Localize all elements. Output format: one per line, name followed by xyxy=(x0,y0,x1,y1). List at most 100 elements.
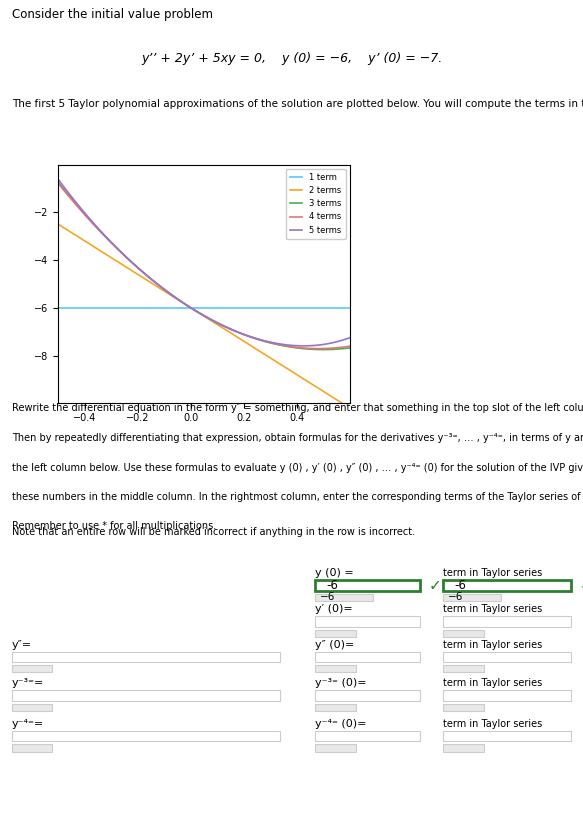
Line: 3 terms: 3 terms xyxy=(58,183,350,350)
FancyBboxPatch shape xyxy=(315,630,356,637)
Text: −6: −6 xyxy=(448,593,463,602)
4 terms xyxy=(346,342,353,351)
1 term xyxy=(229,303,236,313)
Text: -6: -6 xyxy=(455,579,466,592)
Text: Remember to use * for all multiplications.: Remember to use * for all multiplication… xyxy=(12,521,216,531)
Text: y″ (0)=: y″ (0)= xyxy=(315,639,354,649)
Legend: 1 term, 2 terms, 3 terms, 4 terms, 5 terms: 1 term, 2 terms, 3 terms, 4 terms, 5 ter… xyxy=(286,169,346,239)
4 terms xyxy=(229,325,236,335)
Text: these numbers in the middle column. In the rightmost column, enter the correspon: these numbers in the middle column. In t… xyxy=(12,492,583,502)
FancyBboxPatch shape xyxy=(315,745,356,751)
FancyBboxPatch shape xyxy=(443,580,571,591)
1 term xyxy=(339,303,346,313)
4 terms xyxy=(213,317,220,327)
Text: -6: -6 xyxy=(326,579,338,592)
Text: y″=: y″= xyxy=(12,639,32,649)
3 terms xyxy=(229,325,236,335)
3 terms xyxy=(294,343,301,353)
2 terms xyxy=(193,307,200,317)
2 terms xyxy=(195,308,202,318)
FancyBboxPatch shape xyxy=(443,704,484,711)
3 terms xyxy=(213,317,220,327)
Text: Note that an entire row will be marked incorrect if anything in the row is incor: Note that an entire row will be marked i… xyxy=(12,527,415,537)
Line: 2 terms: 2 terms xyxy=(58,224,350,408)
Text: ✓: ✓ xyxy=(580,578,583,593)
FancyBboxPatch shape xyxy=(443,745,484,751)
Text: term in Taylor series: term in Taylor series xyxy=(443,718,542,728)
FancyBboxPatch shape xyxy=(315,580,420,591)
FancyBboxPatch shape xyxy=(315,704,356,711)
5 terms xyxy=(346,332,353,342)
FancyBboxPatch shape xyxy=(12,745,52,751)
FancyBboxPatch shape xyxy=(315,665,356,672)
FancyBboxPatch shape xyxy=(315,652,420,663)
FancyBboxPatch shape xyxy=(443,665,484,672)
Text: Then by repeatedly differentiating that expression, obtain formulas for the deri: Then by repeatedly differentiating that … xyxy=(12,433,583,443)
1 term xyxy=(294,303,301,313)
1 term xyxy=(195,303,202,313)
Text: Consider the initial value problem: Consider the initial value problem xyxy=(12,8,213,21)
4 terms xyxy=(340,342,347,352)
1 term xyxy=(193,303,200,313)
3 terms xyxy=(55,178,62,188)
2 terms xyxy=(55,219,62,229)
2 terms xyxy=(294,370,301,380)
1 term xyxy=(213,303,220,313)
Text: y⁻⁴⁼ (0)=: y⁻⁴⁼ (0)= xyxy=(315,718,366,728)
3 terms xyxy=(340,344,347,354)
FancyBboxPatch shape xyxy=(12,731,280,742)
FancyBboxPatch shape xyxy=(443,594,501,601)
5 terms xyxy=(193,306,200,316)
FancyBboxPatch shape xyxy=(12,665,52,672)
Text: The first 5 Taylor polynomial approximations of the solution are plotted below. : The first 5 Taylor polynomial approximat… xyxy=(12,99,583,109)
FancyBboxPatch shape xyxy=(443,630,484,637)
FancyBboxPatch shape xyxy=(12,704,52,711)
Text: term in Taylor series: term in Taylor series xyxy=(443,639,542,649)
Line: 4 terms: 4 terms xyxy=(58,184,350,349)
5 terms xyxy=(294,341,301,351)
3 terms xyxy=(320,345,327,355)
Text: y⁻³⁼ (0)=: y⁻³⁼ (0)= xyxy=(315,678,367,688)
Text: y⁻⁴⁼=: y⁻⁴⁼= xyxy=(12,718,44,728)
5 terms xyxy=(229,324,236,334)
1 term xyxy=(346,303,353,313)
5 terms xyxy=(300,341,307,351)
2 terms xyxy=(346,403,353,413)
4 terms xyxy=(315,344,322,354)
Text: ✓: ✓ xyxy=(429,578,441,593)
FancyBboxPatch shape xyxy=(443,731,571,742)
5 terms xyxy=(340,335,347,345)
FancyBboxPatch shape xyxy=(315,690,420,700)
FancyBboxPatch shape xyxy=(315,594,373,601)
5 terms xyxy=(213,317,220,327)
FancyBboxPatch shape xyxy=(443,616,571,626)
2 terms xyxy=(339,398,346,408)
Text: y⁻³⁼=: y⁻³⁼= xyxy=(12,678,44,688)
Text: term in Taylor series: term in Taylor series xyxy=(443,568,542,578)
3 terms xyxy=(193,306,200,316)
Text: term in Taylor series: term in Taylor series xyxy=(443,604,542,614)
4 terms xyxy=(195,308,202,318)
Text: y (0) =: y (0) = xyxy=(315,568,353,578)
1 term xyxy=(55,303,62,313)
Text: term in Taylor series: term in Taylor series xyxy=(443,678,542,688)
FancyBboxPatch shape xyxy=(12,652,280,663)
FancyBboxPatch shape xyxy=(315,731,420,742)
Text: −6: −6 xyxy=(319,593,335,602)
3 terms xyxy=(195,308,202,318)
2 terms xyxy=(229,328,236,338)
3 terms xyxy=(346,343,353,353)
5 terms xyxy=(195,308,202,318)
4 terms xyxy=(193,306,200,316)
4 terms xyxy=(55,179,62,188)
4 terms xyxy=(294,342,301,352)
FancyBboxPatch shape xyxy=(443,690,571,700)
5 terms xyxy=(55,174,62,184)
Text: Rewrite the differential equation in the form y″ = something, and enter that som: Rewrite the differential equation in the… xyxy=(12,403,583,413)
Text: the left column below. Use these formulas to evaluate y (0) , y′ (0) , y″ (0) , : the left column below. Use these formula… xyxy=(12,463,583,472)
Line: 5 terms: 5 terms xyxy=(58,179,350,346)
FancyBboxPatch shape xyxy=(12,690,280,700)
FancyBboxPatch shape xyxy=(443,652,571,663)
FancyBboxPatch shape xyxy=(315,616,420,626)
Text: y′ (0)=: y′ (0)= xyxy=(315,604,353,614)
